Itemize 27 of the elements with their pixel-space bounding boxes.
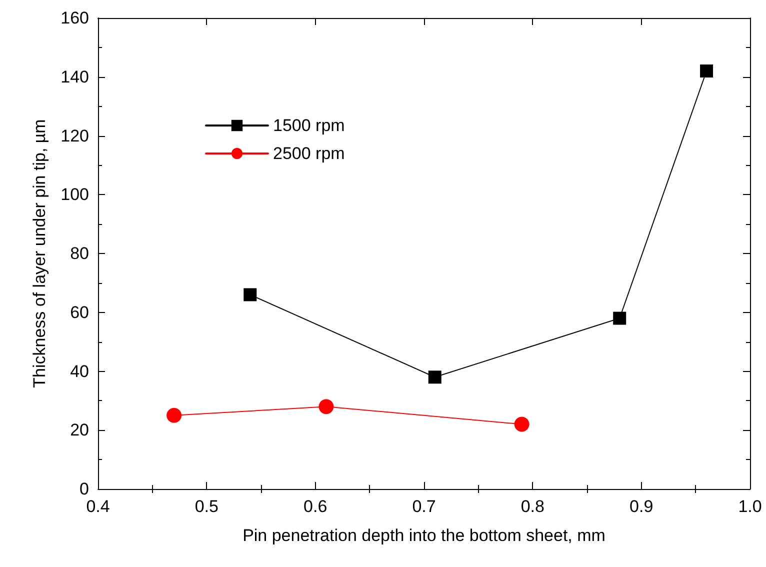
point: [244, 288, 257, 302]
x-tick-label: 0.5: [194, 497, 218, 516]
y-tick-label: 60: [70, 302, 89, 322]
y-tick-label: 80: [70, 244, 89, 263]
y-tick-label: 100: [60, 185, 89, 204]
x-tick-label: 0.8: [520, 497, 544, 516]
legend-label: 1500 rpm: [273, 116, 345, 135]
y-tick-label: 160: [60, 8, 89, 28]
x-axis-title: Pin penetration depth into the bottom sheet, mm: [242, 526, 606, 545]
x-tick-label: 0.7: [412, 497, 436, 516]
x-tick-label: 0.4: [86, 497, 110, 516]
x-tick-label: 0.6: [304, 497, 328, 516]
point: [613, 312, 626, 325]
legend-label: 2500 rpm: [273, 144, 345, 163]
x-tick-label: 1.0: [738, 497, 762, 516]
y-tick-label: 40: [70, 362, 89, 381]
point: [700, 64, 714, 78]
point: [514, 416, 530, 432]
point: [318, 399, 334, 414]
y-tick-label: 0: [80, 480, 89, 498]
x-tick-label: 0.9: [630, 497, 654, 516]
point: [428, 370, 442, 384]
y-tick-label: 20: [70, 420, 89, 440]
y-axis-title: Thickness of layer under pin tip, µm: [30, 119, 49, 388]
point: [166, 408, 182, 423]
y-tick-label: 140: [60, 67, 89, 86]
y-tick-label: 120: [60, 126, 89, 146]
